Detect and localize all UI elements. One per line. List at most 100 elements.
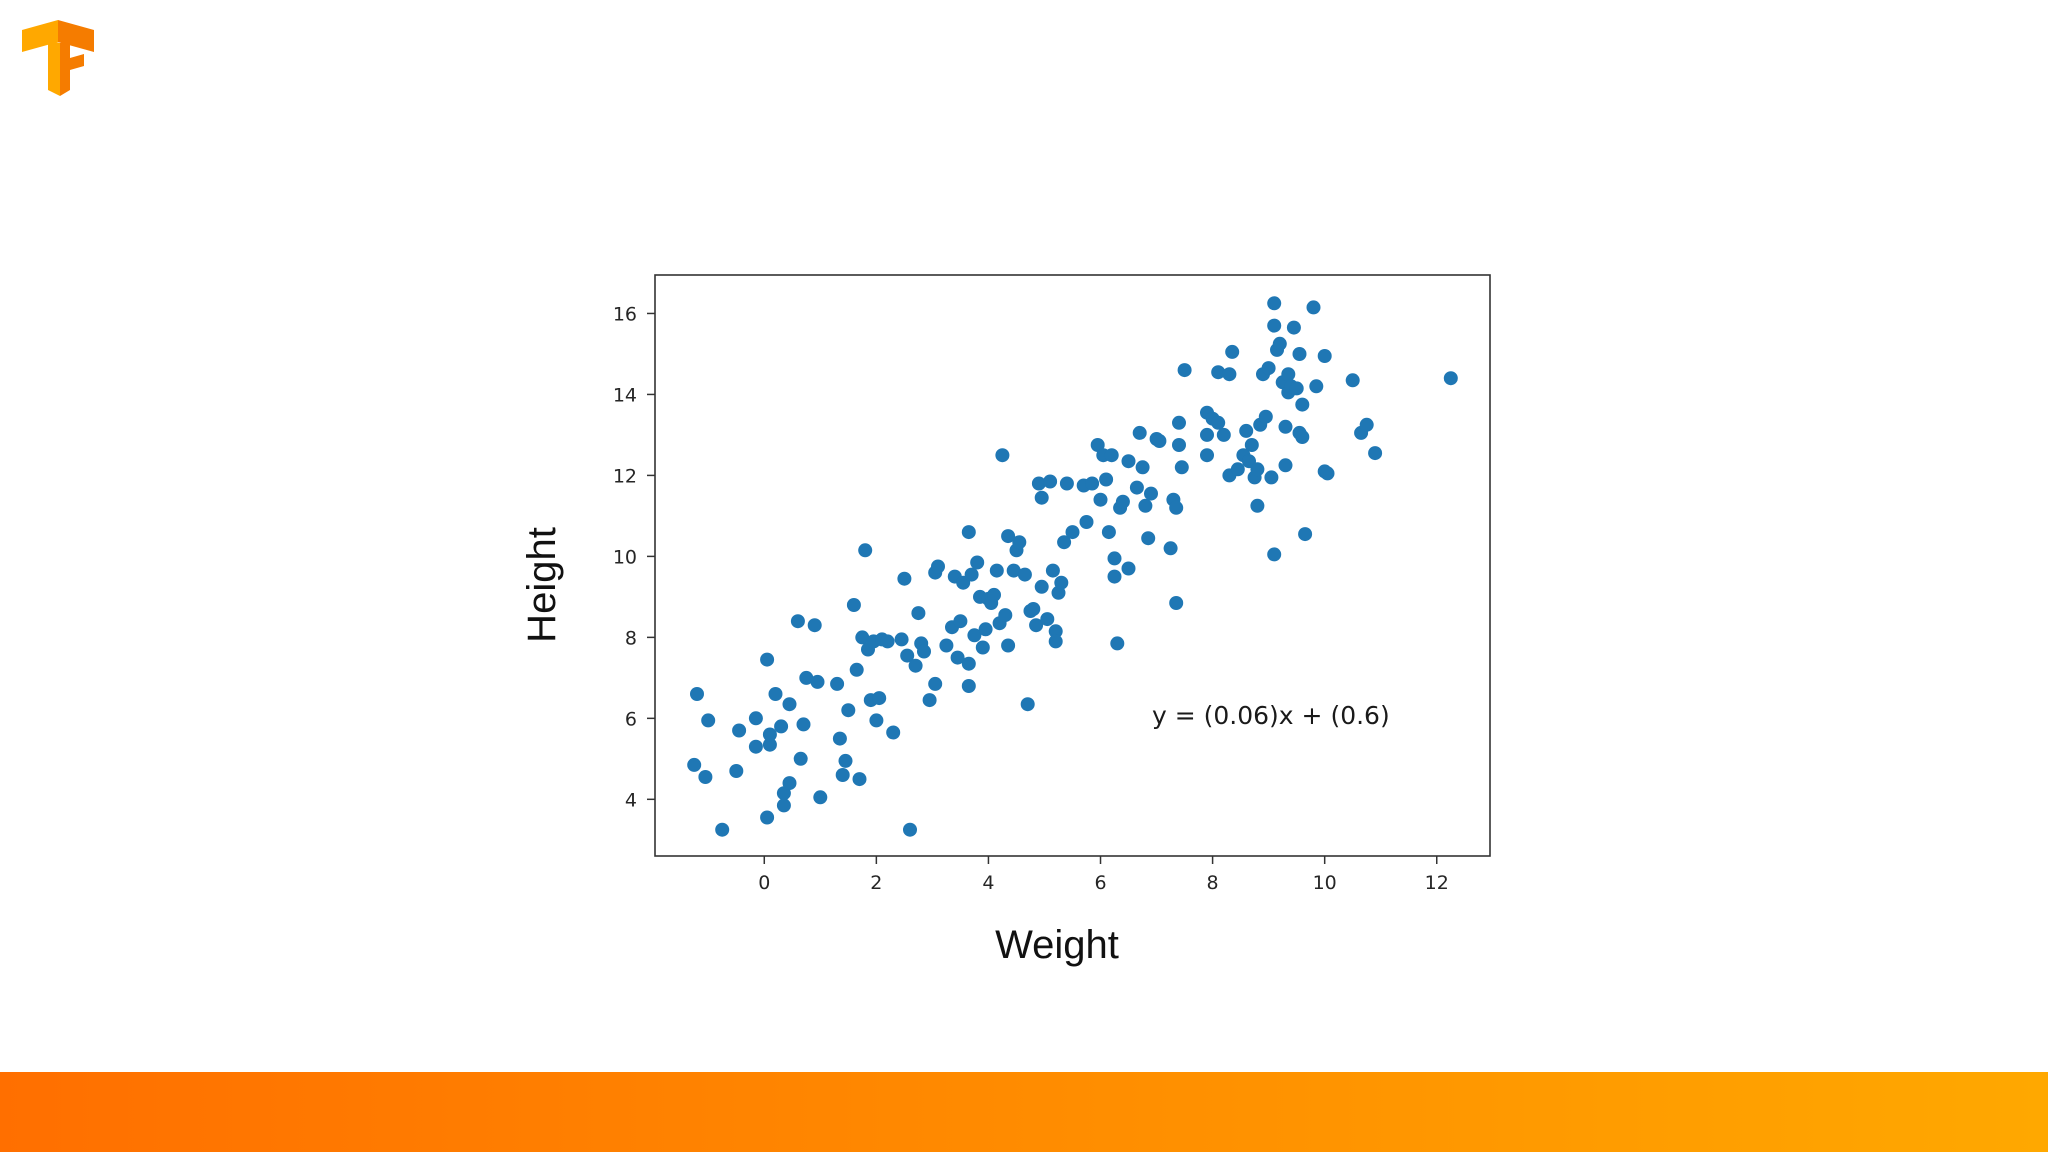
x-tick-label: 10 — [1313, 872, 1337, 894]
data-point — [774, 719, 789, 734]
data-point — [698, 770, 713, 784]
data-point — [1017, 567, 1032, 582]
data-point — [846, 598, 861, 612]
data-point — [987, 587, 1001, 602]
data-point — [880, 634, 895, 649]
data-point — [1026, 602, 1041, 616]
data-point — [835, 768, 850, 782]
x-axis-ticks: 0 2 4 6 8 10 12 — [758, 856, 1449, 894]
y-tick-label: 6 — [625, 708, 637, 730]
data-point — [1298, 527, 1313, 542]
data-point — [1107, 569, 1122, 584]
data-point — [1115, 494, 1130, 509]
data-point — [1045, 563, 1060, 578]
logo-stem-left — [48, 40, 60, 96]
data-point — [796, 717, 811, 732]
data-point — [1034, 490, 1049, 505]
data-point — [1169, 596, 1184, 610]
plot-frame — [654, 274, 1491, 857]
data-point — [998, 608, 1013, 623]
data-point — [922, 693, 937, 708]
data-point — [1020, 697, 1035, 712]
data-point — [872, 691, 887, 706]
data-point — [790, 614, 805, 629]
y-tick-label: 4 — [625, 789, 637, 811]
data-point — [1264, 470, 1279, 485]
data-point — [917, 644, 931, 659]
data-point — [1295, 430, 1310, 444]
data-point — [1040, 612, 1055, 627]
data-point — [1211, 415, 1226, 430]
logo-stem-right — [60, 40, 70, 96]
data-point — [970, 555, 985, 570]
data-point — [1043, 474, 1058, 489]
data-point — [1200, 427, 1214, 442]
x-tick-label: 6 — [1094, 872, 1106, 894]
data-point — [687, 757, 702, 772]
y-tick-label: 12 — [613, 465, 637, 487]
data-point — [768, 687, 783, 701]
data-point — [1309, 379, 1324, 394]
data-point — [1267, 547, 1282, 562]
x-tick-label: 4 — [982, 872, 994, 894]
data-points — [687, 296, 1458, 837]
data-point — [832, 731, 847, 746]
data-point — [1267, 296, 1282, 311]
data-point — [1306, 300, 1321, 315]
data-point — [1289, 381, 1304, 396]
data-point — [1320, 466, 1335, 481]
data-point — [900, 648, 915, 663]
data-point — [1129, 480, 1144, 495]
data-point — [748, 739, 763, 754]
data-point — [1141, 531, 1156, 546]
data-point — [1169, 500, 1184, 515]
data-point — [1278, 419, 1293, 434]
data-point — [762, 737, 777, 752]
data-point — [1090, 438, 1105, 452]
data-point — [760, 652, 775, 667]
data-point — [1163, 541, 1178, 556]
data-point — [1121, 561, 1136, 576]
data-point — [782, 776, 797, 791]
data-point — [953, 614, 968, 629]
data-point — [975, 640, 990, 655]
tensorflow-logo-icon — [22, 20, 94, 96]
data-point — [1079, 515, 1094, 529]
data-point — [701, 713, 716, 728]
data-point — [1267, 318, 1282, 333]
data-point — [1172, 438, 1186, 452]
data-point — [1138, 498, 1153, 513]
data-point — [1144, 486, 1158, 501]
data-point — [903, 822, 917, 837]
data-point — [855, 630, 870, 645]
data-point — [793, 751, 808, 766]
data-point — [1225, 344, 1240, 359]
data-point — [1057, 535, 1072, 550]
data-point — [886, 725, 901, 740]
data-point — [1034, 579, 1049, 594]
data-point — [1261, 361, 1276, 376]
data-point — [1135, 460, 1150, 475]
data-point — [1048, 634, 1063, 649]
data-point — [894, 632, 909, 647]
data-point — [830, 676, 845, 691]
data-point — [1132, 425, 1147, 440]
data-point — [715, 822, 730, 837]
data-point — [1244, 438, 1259, 452]
data-point — [760, 810, 775, 825]
data-point — [939, 638, 954, 653]
y-tick-label: 10 — [613, 546, 637, 568]
data-point — [690, 687, 704, 701]
x-tick-label: 2 — [870, 872, 882, 894]
data-point — [762, 727, 777, 742]
data-point — [1012, 535, 1027, 550]
data-point — [1286, 320, 1301, 335]
logo-small-arm — [70, 54, 84, 70]
data-point — [1230, 462, 1245, 477]
data-point — [1258, 409, 1273, 424]
y-tick-label: 14 — [613, 384, 637, 406]
data-point — [838, 753, 853, 768]
data-point — [928, 676, 943, 691]
data-point — [1093, 492, 1108, 507]
